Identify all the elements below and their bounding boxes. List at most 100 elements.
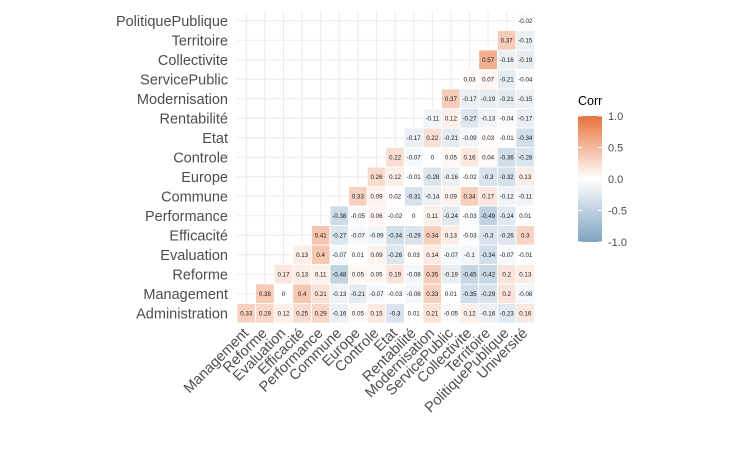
cell-value-label: 0.12 [389,174,402,181]
cell-value-label: -0.16 [332,310,347,317]
legend-title: Corr [578,94,602,108]
cell-value-label: -0.21 [351,291,366,298]
cell-value-label: -0.35 [462,291,477,298]
cell-value-label: -0.13 [481,115,496,122]
cell-value-label: -0.26 [388,252,403,259]
cell-value-label: -0.34 [518,135,533,142]
legend-tick-label: 0.5 [608,143,623,155]
cell-value-label: 0.21 [426,310,439,317]
cell-value-label: -0.07 [351,232,366,239]
cell-value-label: -0.02 [388,213,403,220]
cell-value-label: 0.11 [427,213,439,220]
heatmap-cells: 0.33 0.28 0.12 0.25 0.29 -0.16 0.05 0.15 -0.3 0.0… [236,10,536,324]
cell-value-label: 0.01 [352,252,365,259]
cell-value-label: 0.22 [389,154,402,161]
cell-value-label: -0.24 [500,213,515,220]
cell-value-label: -0.11 [518,193,532,200]
cell-value-label: 0.15 [370,310,383,317]
cell-value-label: 0.13 [296,271,309,278]
cell-value-label: -0.34 [481,252,496,259]
cell-value-label: 0.13 [519,174,532,181]
cell-value-label: 0.01 [519,213,532,220]
cell-value-label: -0.17 [518,115,533,122]
cell-value-label: 0 [282,291,286,298]
cell-value-label: 0.17 [277,271,290,278]
y-tick-label: Rentabilité [159,111,228,127]
cell-value-label: 0.09 [370,193,383,200]
cell-value-label: -0.03 [462,232,477,239]
cell-value-label: 0.04 [482,154,495,161]
cell-value-label: -0.26 [500,232,515,239]
cell-value-label: -0.29 [407,232,422,239]
cell-value-label: 0.33 [426,291,439,298]
cell-value-label: -0.05 [444,310,459,317]
cell-value-label: 0.05 [352,271,365,278]
cell-value-label: -0.03 [462,213,477,220]
cell-value-label: -0.05 [351,213,366,220]
cell-value-label: 0.07 [482,76,495,83]
cell-value-label: 0.57 [482,57,495,64]
cell-value-label: 0.13 [519,271,532,278]
cell-value-label: -0.04 [500,115,515,122]
cell-value-label: 0.41 [315,232,328,239]
cell-value-label: -0.28 [518,154,533,161]
cell-value-label: -0.45 [462,271,477,278]
cell-value-label: 0.06 [370,213,383,220]
cell-value-label: 0.21 [315,291,328,298]
cell-value-label: -0.28 [425,174,440,181]
cell-value-label: 0.03 [408,252,421,259]
cell-value-label: 0.4 [298,291,307,298]
cell-value-label: 0.37 [445,96,458,103]
y-tick-label: Efficacité [169,228,228,244]
heatmap-cell [515,10,536,31]
legend: Corr 1.0 0.5 0.0 -0.5 -1.0 [578,94,627,249]
cell-value-label: -0.07 [407,154,422,161]
cell-value-label: -0.17 [462,96,477,103]
y-tick-label: Management [143,287,228,303]
cell-value-label: -0.02 [462,174,477,181]
cell-value-label: 0.13 [445,232,458,239]
cell-value-label: -0.08 [407,291,422,298]
cell-value-label: -0.3 [483,174,494,181]
cell-value-label: 0 [431,154,435,161]
cell-value-label: -0.19 [444,271,459,278]
y-tick-label: Territoire [172,33,228,49]
y-tick-label: Performance [145,209,228,225]
cell-value-label: -0.14 [425,193,440,200]
cell-value-label: 0.12 [277,310,290,317]
cell-value-label: 0.37 [501,37,514,44]
y-axis-labels: Administration Management Reforme Evaluatio… [116,14,228,323]
cell-value-label: 0.33 [352,193,365,200]
cell-value-label: 0.34 [426,232,439,239]
cell-value-label: -0.16 [481,310,496,317]
y-tick-label: Controle [173,150,228,166]
cell-value-label: -0.27 [462,115,477,122]
legend-tick-label: 0.0 [608,174,623,186]
cell-value-label: -0.34 [388,232,403,239]
cell-value-label: 0.29 [315,310,328,317]
cell-value-label: -0.17 [407,135,422,142]
cell-value-label: -0.01 [407,174,422,181]
cell-value-label: -0.23 [500,310,515,317]
cell-value-label: -0.48 [332,271,347,278]
cell-value-label: 0.11 [315,271,327,278]
cell-value-label: 0.2 [502,291,511,298]
cell-value-label: -0.08 [407,271,422,278]
cell-value-label: -0.21 [500,76,515,83]
cell-value-label: -0.31 [407,193,422,200]
cell-value-label: -0.3 [390,310,401,317]
cell-value-label: -0.07 [500,252,515,259]
cell-value-label: 0.01 [408,310,421,317]
cell-value-label: 0.28 [259,310,272,317]
cell-value-label: -0.3 [483,232,494,239]
cell-value-label: -0.02 [518,18,533,25]
cell-value-label: -0.07 [444,252,459,259]
cell-value-label: -0.1 [464,252,475,259]
cell-value-label: -0.21 [500,96,515,103]
cell-value-label: 0.03 [463,76,476,83]
cell-value-label: -0.09 [369,232,384,239]
cell-value-label: 0.3 [521,232,530,239]
cell-value-label: -0.07 [332,252,347,259]
cell-value-label: 0.02 [389,193,402,200]
